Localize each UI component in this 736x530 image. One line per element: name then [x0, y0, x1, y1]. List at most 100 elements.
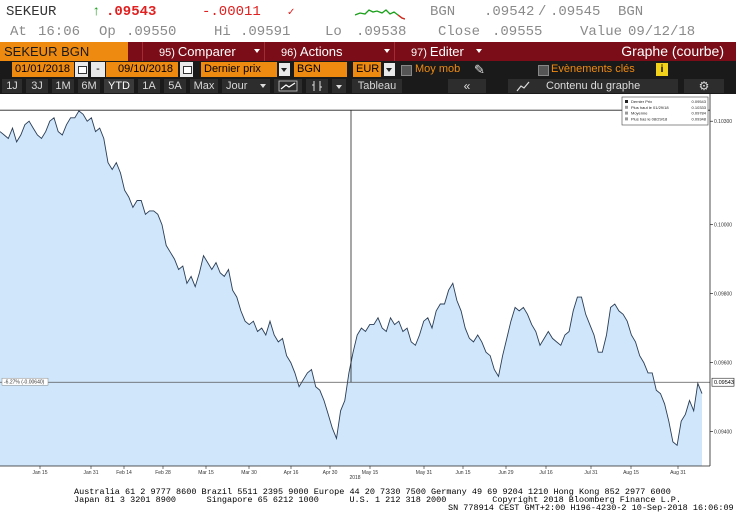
contenu-graphe-button[interactable]: Contenu du graphe [508, 79, 678, 93]
legend-swatch [625, 105, 628, 109]
actions-label: Actions [299, 44, 343, 59]
moy-mob-checkbox[interactable] [401, 65, 412, 76]
security-name[interactable]: SEKEUR BGN Curncy [0, 42, 128, 78]
high-label: Hi [214, 24, 231, 40]
period-6m[interactable]: 6M [78, 79, 100, 93]
footer-contacts-1: Australia 61 2 9777 8600 Brazil 5511 239… [74, 487, 671, 497]
tableau-button[interactable]: Tableau [352, 79, 402, 93]
x-tick-label: Jul 31 [584, 470, 598, 476]
editer-label: Editer [429, 44, 464, 59]
open-label: Op [99, 24, 116, 40]
quote-header: SEKEUR ↑ .09543 -.00011 ✓ BGN .09542 / .… [0, 0, 736, 42]
period-max[interactable]: Max [190, 79, 218, 93]
chevron-down-icon [260, 84, 266, 88]
legend-swatch [625, 100, 628, 103]
price-chart[interactable]: 0.10300 0.10000 0.09800 0.09600 0.09400 Jan … [0, 94, 736, 485]
last-price-box [711, 377, 735, 387]
chevron-down-icon[interactable] [279, 63, 290, 76]
candlestick-icon[interactable] [306, 79, 328, 93]
legend-item-value: 0.09784 [692, 111, 707, 116]
footer-contacts-2: Japan 81 3 3201 8900 Singapore 65 6212 1… [74, 495, 681, 505]
date-separator: - [91, 62, 105, 77]
contenu-label: Contenu du graphe [546, 80, 641, 92]
currency-select[interactable]: EUR [353, 62, 381, 77]
x-tick-label: Mar 15 [198, 470, 214, 476]
chevron-down-icon [254, 49, 260, 53]
chevron-down-icon [384, 49, 390, 53]
moy-mob-label: Moy mob [415, 63, 461, 75]
legend-item-value: 0.10333 [692, 105, 707, 110]
period-ytd[interactable]: YTD [104, 79, 134, 93]
period-1m[interactable]: 1M [52, 79, 74, 93]
interval-label: Jour [226, 80, 248, 92]
period-5a[interactable]: 5A [164, 79, 186, 93]
last-price-label: 0.09543 [714, 380, 734, 386]
legend-item-name: Moyenne [631, 111, 648, 116]
y-tick-label: 0.09800 [714, 292, 732, 298]
chart-legend: Dernier Prix 0.09543 Plus haut le 01/29/18… [621, 96, 709, 126]
start-date-field[interactable]: 01/01/2018 [12, 62, 74, 77]
calendar-icon[interactable] [180, 62, 193, 77]
pencil-icon[interactable]: ✎ [474, 62, 485, 77]
value-label: Value [580, 24, 623, 40]
low-value: .09538 [356, 24, 407, 40]
price-area [0, 110, 702, 467]
x-tick-label: Feb 28 [155, 470, 171, 476]
legend-item-value: 0.09543 [692, 99, 707, 104]
comparer-label: Comparer [177, 44, 236, 59]
info-icon[interactable]: i [656, 63, 668, 76]
sparkline-icon [355, 9, 405, 20]
line-chart-icon[interactable] [274, 79, 302, 93]
end-date-field[interactable]: 09/10/2018 [106, 62, 178, 77]
legend-item-name: Dernier Prix [631, 99, 652, 104]
source-select[interactable]: BGN [294, 62, 347, 77]
comparer-menu[interactable]: 95) Comparer [142, 42, 264, 61]
x-tick-label: Jul 16 [539, 470, 553, 476]
editer-menu[interactable]: 97) Editer [394, 42, 486, 61]
legend-item-name: Plus haut le 01/29/18 [631, 105, 669, 110]
close-label: Close [438, 24, 481, 40]
period-1a[interactable]: 1A [138, 79, 160, 93]
footer: Australia 61 2 9777 8600 Brazil 5511 239… [0, 485, 736, 530]
pct-change-label: -6.27% (-0.00640) [4, 380, 45, 386]
period-3j[interactable]: 3J [26, 79, 48, 93]
x-tick-label: May 15 [362, 470, 379, 476]
evenements-label: Evènements clés [551, 63, 635, 75]
x-tick-label: Jun 15 [455, 470, 470, 476]
at-label: At [10, 24, 27, 40]
x-tick-label: Jan 15 [32, 470, 47, 476]
calendar-icon[interactable] [75, 62, 88, 77]
y-tick-label: 0.09400 [714, 430, 732, 436]
chevron-down-icon[interactable] [384, 63, 395, 76]
bid-price: .09542 [484, 4, 535, 20]
chevron-down-icon[interactable] [332, 79, 346, 93]
source-bgn: BGN [430, 4, 456, 20]
actions-menu[interactable]: 96) Actions [264, 42, 394, 61]
bid-ask-separator: / [538, 4, 547, 20]
ticker[interactable]: SEKEUR [6, 4, 57, 20]
collapse-left-icon[interactable]: « [448, 79, 486, 93]
ask-price: .09545 [550, 4, 601, 20]
evenements-checkbox[interactable] [538, 65, 549, 76]
settings-gear-icon[interactable]: ⚙ [684, 79, 724, 93]
legend-item-name: Plus bas le 08/29/18 [631, 116, 668, 121]
price-type-select[interactable]: Dernier prix [201, 62, 277, 77]
x-tick-label: Aug 15 [623, 470, 639, 476]
chart-content-icon [516, 81, 530, 92]
comparer-number: 95) [159, 47, 175, 59]
tick-mark-icon: ✓ [287, 7, 296, 18]
interval-select[interactable]: Jour [222, 79, 270, 93]
editer-number: 97) [411, 47, 427, 59]
y-tick-label: 0.09600 [714, 361, 732, 367]
legend-swatch [625, 111, 628, 115]
pct-change-box [1, 377, 49, 386]
period-1j[interactable]: 1J [2, 79, 22, 93]
year-label: 2018 [349, 475, 360, 481]
x-tick-label: Aug 31 [670, 470, 686, 476]
high-value: .09591 [240, 24, 291, 40]
value-date: 09/12/18 [628, 24, 696, 40]
x-tick-label: Mar 30 [241, 470, 257, 476]
low-label: Lo [325, 24, 342, 40]
legend-swatch [625, 117, 628, 121]
close-value: .09555 [492, 24, 543, 40]
